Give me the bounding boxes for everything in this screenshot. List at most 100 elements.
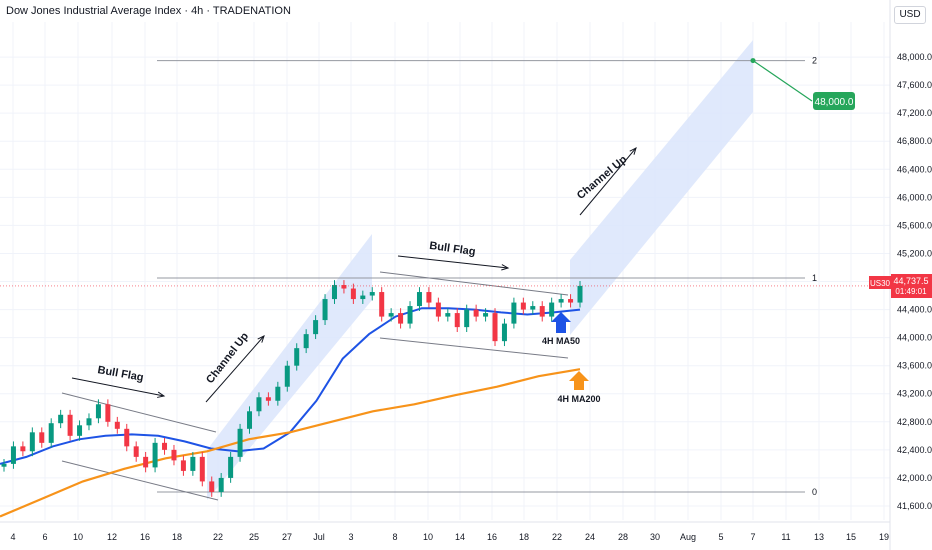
y-tick-label: 41,600.0 (897, 501, 932, 511)
candle-body (114, 421, 120, 429)
candle-body (398, 313, 404, 324)
target-badge (813, 92, 855, 110)
x-tick-label: 16 (487, 532, 497, 542)
symbol-badge (869, 276, 891, 289)
candle-body (237, 428, 243, 457)
x-tick-label: 22 (213, 532, 223, 542)
x-tick-label: 7 (750, 532, 755, 542)
y-tick-label: 44,400.0 (897, 305, 932, 315)
flag-boundary (379, 337, 569, 359)
candle-body (379, 292, 385, 317)
y-tick-label: 46,800.0 (897, 136, 932, 146)
x-tick-label: 25 (249, 532, 259, 542)
candle-body (218, 477, 224, 492)
x-tick-label: Aug (680, 532, 696, 542)
x-tick-label: 10 (73, 532, 83, 542)
candle-body (445, 313, 451, 317)
candle-body (294, 348, 300, 366)
candle-body (322, 299, 328, 321)
x-tick-label: 15 (846, 532, 856, 542)
fib-label: 1 (812, 273, 817, 283)
candle-body (275, 386, 281, 401)
target-projection: 48,000.0 (0, 58, 890, 287)
chart-title: Dow Jones Industrial Average Index · 4h … (6, 5, 291, 17)
candle-body (568, 299, 574, 303)
x-tick-label: 14 (455, 532, 465, 542)
candle-body (1, 463, 7, 467)
candle-body (29, 432, 35, 452)
x-tick-label: 22 (552, 532, 562, 542)
candle-body (95, 404, 101, 419)
candle-body (152, 442, 158, 468)
y-tick-label: 48,000.0 (897, 52, 932, 62)
flag-boundary (61, 392, 217, 433)
candle-body (199, 456, 205, 482)
candle-body (77, 425, 83, 436)
x-tick-label: 4 (10, 532, 15, 542)
y-tick-label: 46,400.0 (897, 164, 932, 174)
price-axis[interactable]: 41,600.0 42,000.0 42,400.0 42,800.0 43,200.0… (869, 0, 932, 550)
candle-body (558, 299, 564, 303)
ma50-label: 4H MA50 (542, 336, 580, 346)
x-tick-label: 30 (650, 532, 660, 542)
candle-body (511, 302, 517, 324)
y-tick-label: 43,600.0 (897, 361, 932, 371)
candle-body (209, 481, 215, 492)
bull-flag-label-1: Bull Flag (97, 364, 145, 384)
bull-flag-arrow-1 (71, 377, 165, 397)
candle-body (426, 292, 432, 303)
y-tick-label: 42,000.0 (897, 473, 932, 483)
y-tick-label: 42,800.0 (897, 417, 932, 427)
candle-body (20, 446, 26, 452)
ma50-arrow-icon (551, 312, 571, 333)
x-tick-label: 27 (282, 532, 292, 542)
y-tick-label: 46,000.0 (897, 192, 932, 202)
x-tick-label: 24 (585, 532, 595, 542)
candle-body (539, 306, 545, 317)
channel-up-arrow-1-head (257, 335, 265, 343)
candle-body (265, 397, 271, 401)
candle-body (483, 313, 489, 317)
candle-body (360, 295, 366, 300)
x-tick-label: 18 (519, 532, 529, 542)
current-price-value: 44,737.5 (893, 276, 928, 286)
x-tick-label: Jul (313, 532, 325, 542)
candle-body (369, 292, 375, 296)
candle-body (143, 456, 149, 468)
bull-flag-label-2: Bull Flag (429, 240, 477, 258)
channel-up-label-2: Channel Up (575, 153, 630, 202)
countdown-value: 01:49:01 (895, 287, 927, 296)
flag-boundary (379, 271, 569, 296)
y-tick-label: 45,600.0 (897, 220, 932, 230)
time-axis[interactable]: 4 6 10 12 16 18 22 25 27 Jul 3 8 10 14 16 18 22 24 28 30 Aug… (0, 521, 890, 542)
candle-body (350, 288, 356, 300)
fib-label: 2 (812, 56, 817, 66)
y-tick-label: 47,600.0 (897, 80, 932, 90)
candle-body (407, 306, 413, 324)
price-candles (1, 280, 583, 497)
target-value: 48,000.0 (815, 97, 854, 108)
x-tick-label: 19 (879, 532, 889, 542)
candle-body (492, 313, 498, 342)
candle-body (313, 320, 319, 335)
fib-label: 0 (812, 487, 817, 497)
candle-body (520, 302, 526, 310)
x-tick-label: 16 (140, 532, 150, 542)
current-price-badge (891, 274, 932, 298)
x-tick-label: 5 (718, 532, 723, 542)
x-tick-label: 28 (618, 532, 628, 542)
channel-up-arrow-2-head (629, 147, 637, 155)
currency-badge[interactable]: USD (894, 6, 926, 24)
candle-body (48, 423, 54, 443)
candle-body (190, 456, 196, 471)
candle-body (10, 446, 16, 464)
x-tick-label: 6 (42, 532, 47, 542)
candle-body (180, 460, 186, 471)
y-tick-label: 42,400.0 (897, 445, 932, 455)
fib-levels: 0 1 2 (157, 56, 817, 497)
y-tick-label: 47,200.0 (897, 108, 932, 118)
candle-body (39, 432, 45, 443)
candle-body (303, 334, 309, 349)
candle-body (416, 292, 422, 307)
